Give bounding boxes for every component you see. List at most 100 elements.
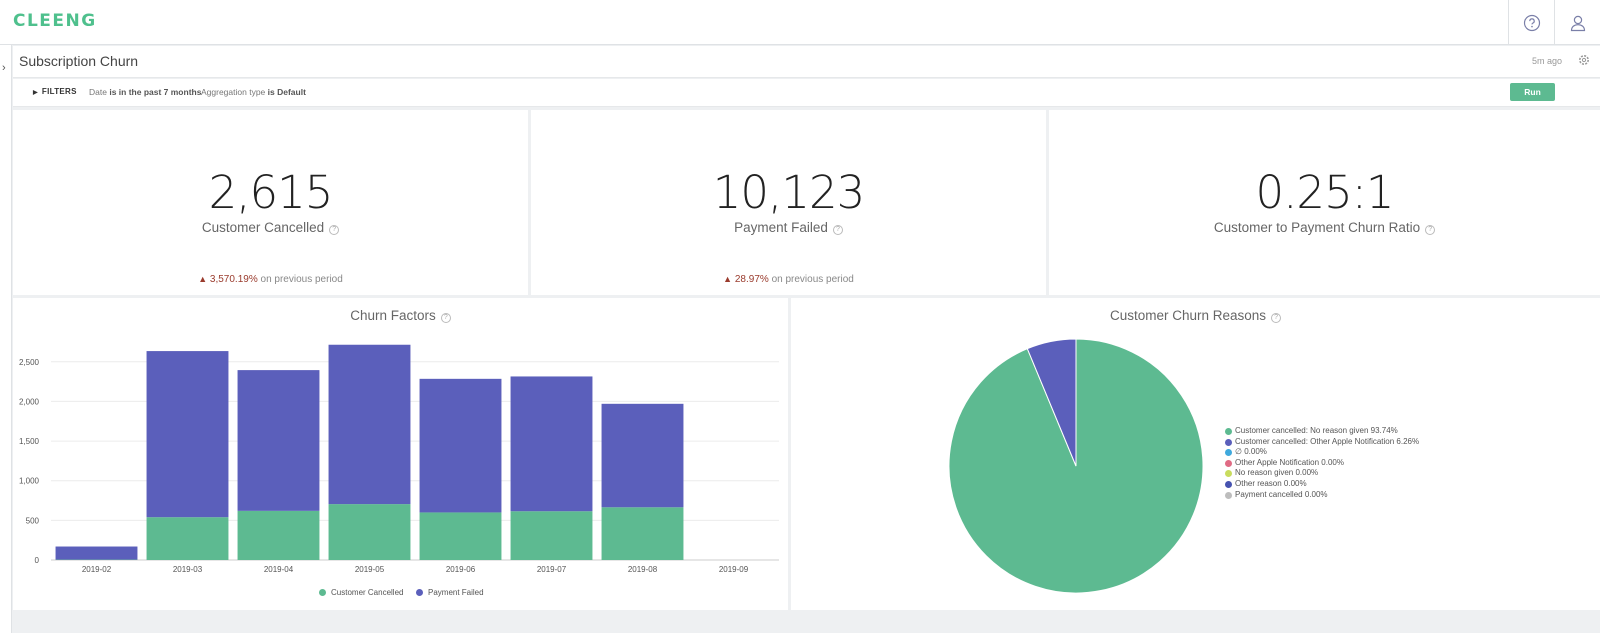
- bar-payment-failed[interactable]: [601, 403, 684, 508]
- bar-payment-failed[interactable]: [510, 376, 593, 512]
- bar-customer-cancelled[interactable]: [328, 504, 411, 560]
- pie-legend-item[interactable]: No reason given 0.00%: [1225, 468, 1425, 479]
- churn-factors-card: Churn Factors? 0 500 1,000 1,500 2,000 2,500 2…: [13, 298, 788, 610]
- kpi-payment-failed: 10,123 Payment Failed? ▲ 28.97% on previ…: [531, 110, 1046, 295]
- churn-reasons-card: Customer Churn Reasons? Customer cancell…: [791, 298, 1600, 610]
- pie-legend-item[interactable]: Payment cancelled 0.00%: [1225, 490, 1425, 501]
- kpi-label: Customer to Payment Churn Ratio?: [1049, 220, 1600, 235]
- filter-date[interactable]: Date is in the past 7 months: [89, 87, 202, 97]
- y-tick-label: 2,000: [19, 397, 40, 406]
- legend-label: ∅: [1235, 447, 1245, 457]
- cleeng-logo[interactable]: CLEENG: [13, 11, 97, 31]
- legend-value: 0.00%: [1321, 457, 1344, 467]
- legend-dot: [319, 589, 326, 596]
- x-tick-label: 2019-03: [173, 565, 203, 574]
- legend-label: Other Apple Notification: [1235, 457, 1322, 467]
- user-icon: [1570, 15, 1585, 31]
- sidebar-toggle[interactable]: ›: [0, 45, 12, 633]
- kpi-value: 0.25:1: [1255, 166, 1395, 219]
- kpi-label: Payment Failed?: [531, 220, 1046, 235]
- y-tick-label: 500: [26, 516, 40, 525]
- kpi-change: ▲ 3,570.19% on previous period: [198, 274, 343, 285]
- legend-dot: [1225, 438, 1232, 446]
- caret-right-icon: ▶: [33, 90, 38, 96]
- kpi-value: 10,123: [712, 166, 865, 219]
- pie-slice[interactable]: [1026, 338, 1077, 467]
- legend-dot: [1225, 428, 1232, 435]
- kpi-value: 2,615: [208, 166, 334, 219]
- chart-title: Customer Churn Reasons?: [791, 308, 1600, 323]
- info-icon[interactable]: ?: [440, 313, 451, 323]
- bar-payment-failed[interactable]: [146, 351, 229, 518]
- legend-label: Customer cancelled: Other Apple Notifica…: [1235, 436, 1397, 446]
- legend-label: Payment cancelled: [1235, 489, 1305, 499]
- filters-toggle[interactable]: ▶ FILTERS: [33, 87, 77, 96]
- legend-item-customer-cancelled[interactable]: Customer Cancelled: [319, 588, 403, 597]
- y-tick-label: 0: [35, 556, 40, 565]
- bar-customer-cancelled[interactable]: [237, 510, 320, 560]
- gear-icon[interactable]: [1578, 54, 1590, 66]
- top-bar: CLEENG: [0, 0, 1600, 45]
- info-icon[interactable]: ?: [1271, 313, 1282, 323]
- help-button[interactable]: [1508, 0, 1554, 45]
- page-title: Subscription Churn: [19, 53, 139, 69]
- bar-customer-cancelled[interactable]: [146, 517, 229, 560]
- legend-item-payment-failed[interactable]: Payment Failed: [416, 588, 484, 597]
- legend-value: 93.74%: [1370, 426, 1398, 435]
- churn-reasons-chart: [948, 338, 1204, 594]
- x-tick-label: 2019-04: [264, 565, 294, 574]
- kpi-change: ▲ 28.97% on previous period: [723, 274, 854, 285]
- legend-value: 0.00%: [1283, 478, 1307, 488]
- legend-value: 6.26%: [1396, 436, 1420, 446]
- y-tick-label: 2,500: [19, 358, 40, 367]
- kpi-label: Customer Cancelled?: [13, 220, 528, 235]
- last-updated: 5m ago: [1531, 56, 1562, 66]
- filter-bar: ▶ FILTERS Date is in the past 7 months Ag…: [13, 79, 1600, 107]
- legend-label: No reason given: [1235, 468, 1296, 478]
- pie-legend-item[interactable]: ∅ 0.00%: [1225, 447, 1425, 458]
- chart-title: Churn Factors?: [13, 308, 788, 323]
- pie-legend-item[interactable]: Other Apple Notification 0.00%: [1225, 458, 1425, 469]
- x-tick-label: 2019-06: [446, 565, 476, 574]
- y-tick-label: 1,500: [19, 437, 40, 446]
- legend-value: 0.00%: [1244, 447, 1267, 457]
- x-tick-label: 2019-09: [719, 565, 749, 574]
- pie-legend-item[interactable]: Other reason 0.00%: [1225, 479, 1425, 490]
- kpi-churn-ratio: 0.25:1 Customer to Payment Churn Ratio?: [1049, 110, 1600, 295]
- filter-aggregation-type[interactable]: Aggregation type is Default: [201, 87, 306, 97]
- dashboard-title-bar: Subscription Churn 5m ago: [13, 46, 1600, 78]
- pie-legend-item[interactable]: Customer cancelled: No reason given 93.7…: [1225, 426, 1425, 437]
- info-icon[interactable]: ?: [329, 225, 340, 235]
- bar-payment-failed[interactable]: [237, 370, 320, 511]
- x-tick-label: 2019-05: [355, 565, 385, 574]
- legend-dot: [1225, 459, 1232, 467]
- user-menu-button[interactable]: [1554, 0, 1600, 45]
- legend-dot: [1225, 480, 1232, 488]
- info-icon[interactable]: ?: [1425, 225, 1436, 235]
- churn-factors-chart: 0 500 1,000 1,500 2,000 2,500 2019-02 2019-03 20…: [19, 344, 779, 574]
- bar-payment-failed[interactable]: [328, 344, 411, 505]
- x-tick-label: 2019-07: [537, 565, 567, 574]
- bar-customer-cancelled[interactable]: [601, 507, 684, 560]
- x-tick-label: 2019-08: [628, 565, 658, 574]
- legend-dot: [1225, 491, 1232, 499]
- pie-legend-item[interactable]: Customer cancelled: Other Apple Notifica…: [1225, 437, 1425, 448]
- legend-dot: [416, 589, 423, 596]
- x-tick-label: 2019-02: [82, 565, 112, 574]
- bar-customer-cancelled[interactable]: [419, 512, 502, 560]
- bar-customer-cancelled[interactable]: [510, 511, 593, 560]
- run-button[interactable]: Run: [1510, 83, 1555, 101]
- legend-dot: [1225, 470, 1232, 478]
- chevron-right-icon: ›: [2, 62, 6, 74]
- legend-value: 0.00%: [1295, 468, 1319, 478]
- triangle-up-icon: ▲: [198, 274, 208, 284]
- legend-label: Other reason: [1235, 478, 1284, 488]
- y-tick-label: 1,000: [19, 477, 40, 486]
- legend-label: Customer cancelled: No reason given: [1235, 426, 1371, 435]
- pie-legend: Customer cancelled: No reason given 93.7…: [1225, 426, 1425, 500]
- triangle-up-icon: ▲: [723, 274, 733, 284]
- info-icon[interactable]: ?: [832, 225, 843, 235]
- bar-payment-failed[interactable]: [55, 546, 138, 560]
- legend-value: 0.00%: [1304, 489, 1328, 499]
- bar-payment-failed[interactable]: [419, 378, 502, 513]
